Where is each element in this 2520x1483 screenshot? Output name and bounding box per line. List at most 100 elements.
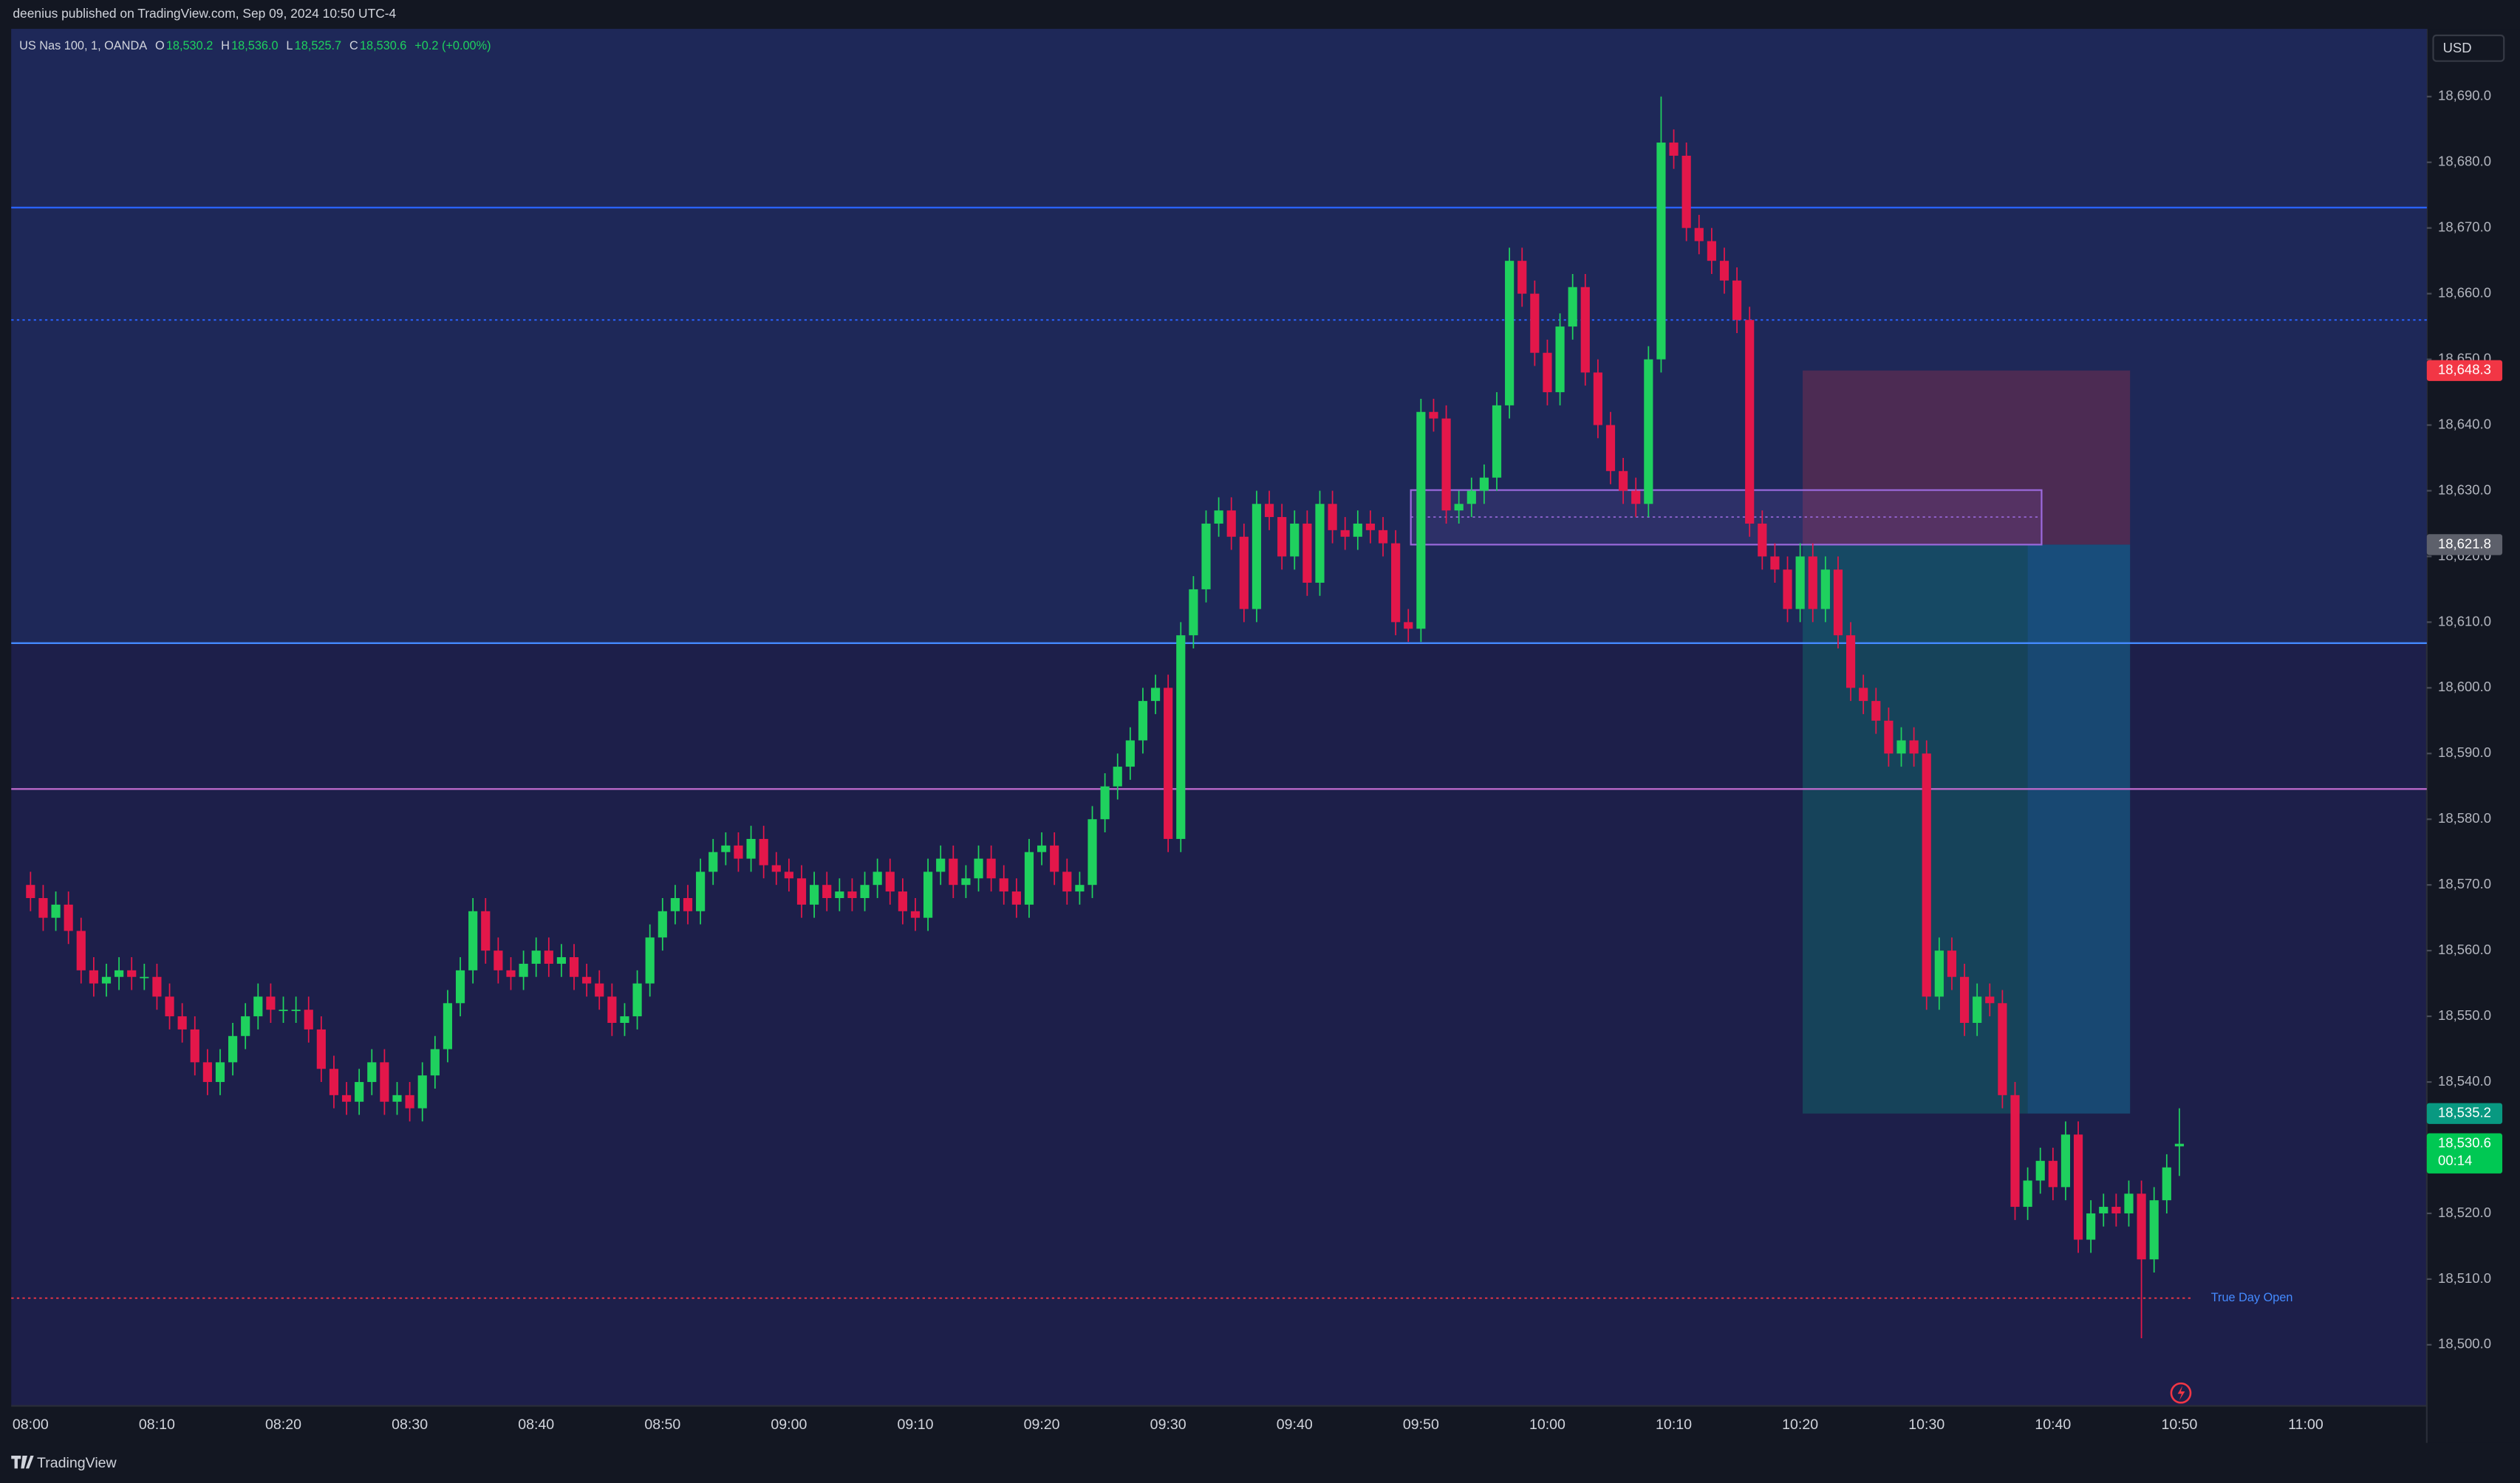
candle-body <box>1378 530 1388 544</box>
candle-body <box>1365 523 1376 530</box>
candles <box>26 96 2185 1338</box>
candle-body <box>1340 530 1350 537</box>
candle-body <box>796 878 807 905</box>
candle-body <box>1466 490 1476 504</box>
candle-body <box>860 885 870 898</box>
candle-body <box>367 1062 377 1083</box>
candle-body <box>721 845 731 852</box>
candle-body <box>1505 261 1515 405</box>
candle-body <box>329 1069 339 1095</box>
candle-body <box>468 911 478 970</box>
candle-body <box>1011 891 1021 905</box>
candle-body <box>2174 1143 2185 1147</box>
candle-body <box>1758 523 1767 557</box>
candle-body <box>1050 845 1059 872</box>
currency: USD <box>2443 40 2472 55</box>
candle-body <box>1416 411 1426 629</box>
candle-body <box>1517 261 1527 294</box>
candle-body <box>355 1082 364 1102</box>
y-tick-label: 18,580.0 <box>2438 810 2491 826</box>
legend-key: L <box>286 39 293 52</box>
candle-body <box>1138 701 1148 741</box>
candle-body <box>1783 569 1792 609</box>
legend: US Nas 100, 1, OANDA O 18,530.2 H 18,536.0 L 1… <box>19 39 491 52</box>
candle-body <box>632 983 642 1017</box>
candle-body <box>51 904 61 918</box>
candle-body <box>2162 1167 2171 1201</box>
candle-body <box>417 1075 427 1109</box>
candle-body <box>177 1016 187 1030</box>
y-tick-label: 18,680.0 <box>2438 154 2491 169</box>
candle-body <box>266 996 276 1010</box>
candle-body <box>746 838 756 859</box>
alert-icon[interactable] <box>2170 1382 2192 1404</box>
x-tick-label: 10:00 <box>1529 1417 1565 1433</box>
x-tick-label: 08:20 <box>265 1417 301 1433</box>
candle-body <box>279 1010 288 1011</box>
candle-body <box>519 963 528 977</box>
x-tick-label: 09:40 <box>1277 1417 1313 1433</box>
target-area-overlay <box>2027 544 2131 1114</box>
candle-body <box>607 996 617 1023</box>
candle-body <box>1631 490 1641 504</box>
candle-body <box>961 878 971 886</box>
candle-body <box>443 1003 453 1049</box>
tradingview-logo: TradingView <box>11 1455 117 1471</box>
candle-body <box>380 1062 389 1102</box>
candle-body <box>1719 261 1729 281</box>
candle-body <box>847 891 857 898</box>
y-tick-label: 18,550.0 <box>2438 1007 2491 1023</box>
candle-body <box>1062 871 1072 892</box>
y-tick-label: 18,600.0 <box>2438 679 2491 694</box>
candle-body <box>1277 517 1287 557</box>
candle-body <box>949 858 958 886</box>
x-tick-label: 10:40 <box>2035 1417 2071 1433</box>
x-tick-label: 10:10 <box>1656 1417 1692 1433</box>
candle-body <box>810 885 819 905</box>
candle-body <box>1214 510 1223 524</box>
candle-body <box>38 897 48 918</box>
y-tick-label: 18,690.0 <box>2438 88 2491 103</box>
currency-box[interactable] <box>2432 34 2505 62</box>
brand: TradingView <box>37 1455 117 1471</box>
candle-body <box>1859 688 1868 702</box>
candle-body <box>734 845 743 859</box>
upper-band <box>11 29 2427 643</box>
candle-body <box>544 951 553 964</box>
candle-body <box>1770 556 1780 570</box>
candle-body <box>304 1010 313 1030</box>
candle-body <box>822 885 832 898</box>
x-tick-label: 09:30 <box>1150 1417 1186 1433</box>
candle-body <box>910 911 921 918</box>
y-tick-label: 18,520.0 <box>2438 1205 2491 1220</box>
candle-body <box>1441 418 1451 511</box>
candle-body <box>1150 688 1161 702</box>
candle-body <box>696 871 706 911</box>
candle-body <box>1100 786 1110 820</box>
alert-circle <box>2170 1382 2192 1404</box>
candle-body <box>215 1062 225 1083</box>
legend-value: 18,530.2 <box>166 39 213 52</box>
symbol-title: US Nas 100, 1, OANDA <box>19 39 147 52</box>
y-tick-label: 18,630.0 <box>2438 482 2491 497</box>
candle-body <box>1226 510 1236 537</box>
y-tick-label: 18,510.0 <box>2438 1270 2491 1286</box>
candle-body <box>898 891 907 911</box>
candle-body <box>1871 701 1881 721</box>
candle-body <box>1694 227 1704 242</box>
x-tick-label: 08:10 <box>139 1417 175 1433</box>
logo-mark <box>11 1456 34 1469</box>
candle-body <box>582 976 592 984</box>
candle-body <box>1479 477 1489 491</box>
candle-body <box>1973 996 1982 1023</box>
candle-body <box>1820 569 1830 609</box>
candle-body <box>1075 885 1085 892</box>
candle-body <box>1429 411 1438 419</box>
candle-body <box>1745 320 1755 524</box>
candle-body <box>936 858 946 872</box>
countdown: 00:14 <box>2438 1152 2472 1168</box>
candle-body <box>455 970 465 1004</box>
candle-body <box>506 970 516 977</box>
y-tick-label: 18,670.0 <box>2438 219 2491 235</box>
